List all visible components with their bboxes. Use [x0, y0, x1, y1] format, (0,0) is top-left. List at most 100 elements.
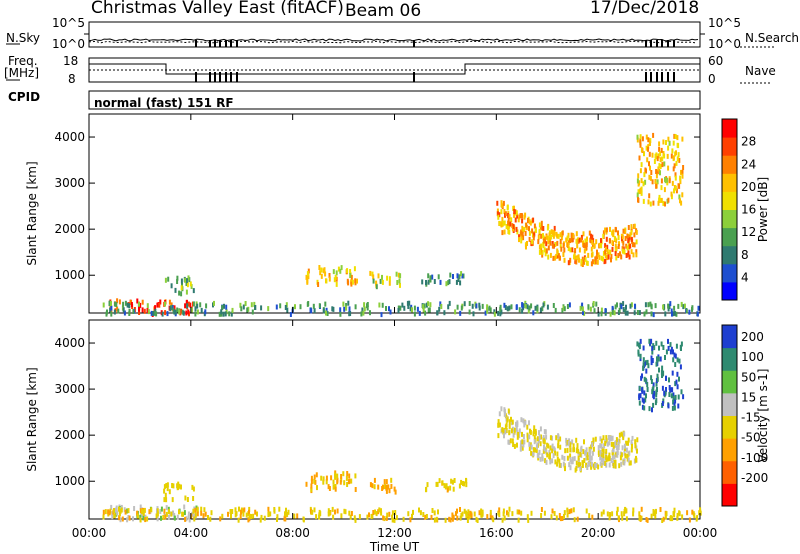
echo-cell — [654, 303, 657, 309]
echo-cell — [530, 510, 533, 516]
echo-cell — [361, 307, 364, 313]
echo-region — [425, 477, 468, 493]
y-tick-label: 1000 — [54, 474, 85, 488]
echo-cell — [126, 517, 129, 523]
echo-cell — [311, 509, 314, 515]
echo-cell — [521, 218, 524, 224]
echo-cell — [642, 398, 645, 404]
echo-cell — [674, 134, 677, 139]
colorbar-tick-label: -50 — [741, 431, 761, 445]
echo-cell — [340, 513, 343, 519]
echo-cell — [670, 346, 673, 352]
echo-cell — [616, 510, 618, 516]
echo-cell — [639, 393, 642, 399]
echo-cell — [637, 173, 640, 179]
echo-cell — [167, 276, 170, 282]
echo-cell — [532, 217, 535, 223]
echo-cell — [635, 239, 638, 245]
echo-cell — [184, 516, 187, 522]
echo-cell — [549, 459, 552, 465]
echo-cell — [660, 197, 663, 203]
echo-cell — [634, 443, 637, 449]
echo-cell — [184, 495, 187, 501]
echo-cell — [551, 508, 554, 514]
echo-cell — [571, 247, 574, 253]
echo-cell — [646, 359, 649, 365]
echo-cell — [235, 511, 238, 517]
echo-cell — [651, 349, 654, 355]
echo-cell — [114, 507, 117, 513]
echo-cell — [433, 510, 436, 516]
echo-cell — [641, 136, 644, 142]
echo-cell — [602, 250, 605, 256]
echo-cell — [583, 458, 586, 463]
echo-cell — [320, 475, 323, 481]
echo-cell — [671, 370, 674, 376]
echo-cell — [185, 516, 188, 522]
echo-cell — [625, 243, 628, 249]
echo-cell — [591, 450, 594, 456]
echo-cell — [375, 284, 378, 290]
echo-cell — [612, 447, 615, 453]
echo-cell — [143, 507, 146, 513]
echo-cell — [507, 408, 510, 414]
echo-cell — [302, 516, 305, 522]
echo-cell — [391, 514, 394, 520]
echo-cell — [242, 304, 245, 310]
echo-cell — [498, 212, 501, 218]
echo-cell — [605, 236, 608, 242]
echo-cell — [596, 249, 598, 255]
colorbar-label: Velocity [m s-1] — [756, 369, 770, 463]
echo-cell — [522, 434, 525, 439]
echo-cell — [573, 517, 576, 523]
echo-cell — [334, 509, 336, 515]
echo-cell — [363, 306, 366, 312]
echo-cell — [247, 306, 250, 312]
echo-cell — [498, 507, 501, 513]
echo-cell — [429, 302, 432, 308]
echo-cell — [691, 509, 694, 515]
echo-cell — [185, 281, 188, 286]
echo-cell — [433, 279, 436, 284]
echo-cell — [132, 309, 135, 314]
echo-cell — [245, 512, 248, 518]
echo-cell — [306, 271, 309, 277]
echo-cell — [385, 484, 388, 490]
echo-cell — [573, 251, 576, 256]
echo-cell — [608, 249, 611, 255]
echo-cell — [204, 309, 207, 315]
echo-cell — [638, 344, 641, 350]
echo-cell — [422, 512, 425, 517]
echo-cell — [538, 435, 541, 440]
echo-cell — [614, 304, 617, 310]
echo-cell — [133, 506, 136, 511]
echo-cell — [345, 475, 348, 481]
echo-cell — [660, 185, 663, 191]
echo-cell — [640, 506, 643, 512]
echo-cell — [645, 368, 648, 374]
echo-cell — [598, 242, 601, 248]
echo-cell — [527, 517, 530, 523]
nave-tick-bottom: 0 — [708, 72, 716, 86]
echo-cell — [552, 233, 555, 239]
echo-cell — [508, 223, 511, 229]
echo-cell — [305, 481, 308, 487]
echo-cell — [110, 305, 113, 311]
echo-cell — [604, 249, 607, 255]
echo-cell — [181, 282, 183, 288]
echo-cell — [654, 179, 657, 184]
echo-cell — [669, 301, 672, 307]
echo-cell — [542, 302, 545, 308]
echo-region — [636, 338, 685, 413]
echo-cell — [327, 484, 330, 490]
echo-cell — [597, 464, 600, 470]
echo-cell — [231, 509, 234, 514]
echo-cell — [164, 514, 167, 520]
echo-cell — [566, 439, 569, 445]
echo-cell — [658, 194, 661, 200]
echo-cell — [480, 508, 483, 514]
echo-cell — [614, 459, 617, 465]
echo-cell — [313, 478, 316, 484]
echo-cell — [425, 514, 428, 519]
echo-cell — [328, 486, 331, 491]
